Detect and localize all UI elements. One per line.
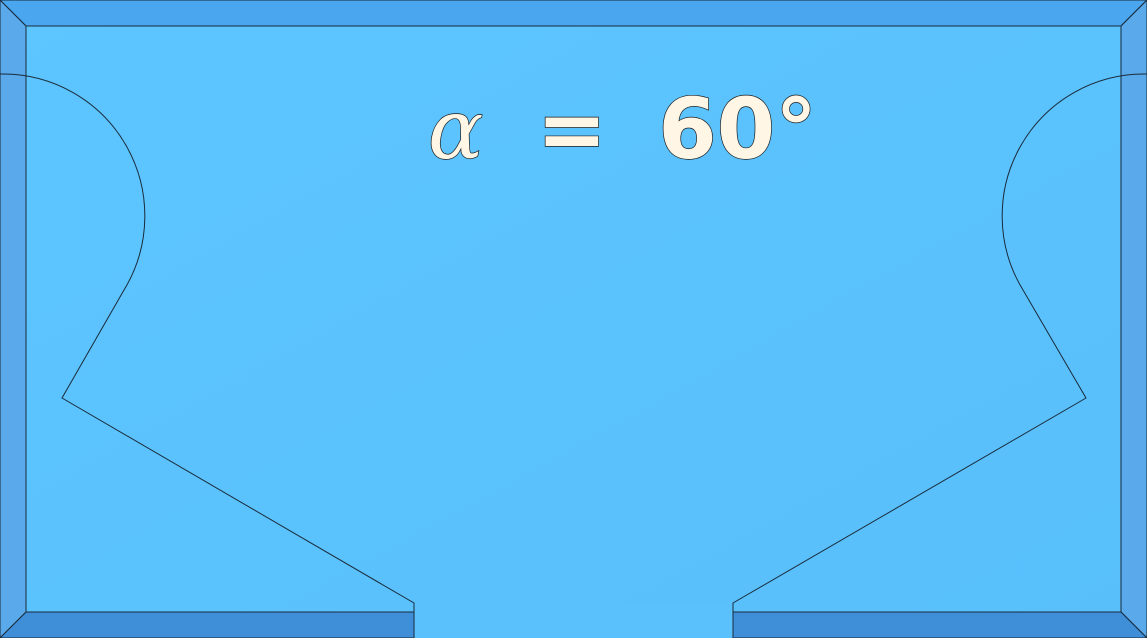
angle-value: 60° xyxy=(658,80,817,178)
bevel-left xyxy=(0,0,27,638)
equals-sign: = xyxy=(537,80,607,178)
bevel-top xyxy=(0,0,1147,27)
bevel-bottom-left xyxy=(0,611,415,638)
bevel-right xyxy=(1120,0,1147,638)
right-sector-outline xyxy=(732,73,1147,638)
bevel-bottom-right xyxy=(732,611,1147,638)
angle-label: α = 60° xyxy=(428,80,817,178)
alpha-symbol: α xyxy=(428,83,483,178)
bottom-notch xyxy=(415,606,732,638)
left-sector-outline xyxy=(0,73,415,638)
